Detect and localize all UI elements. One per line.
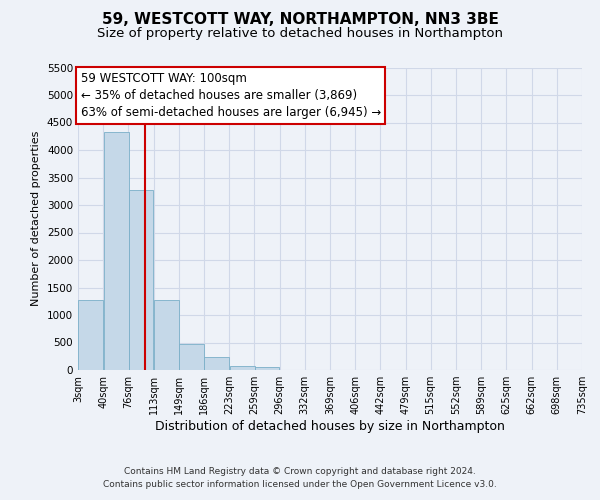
Bar [128, 190, 154, 370]
Text: Contains public sector information licensed under the Open Government Licence v3: Contains public sector information licen… [103, 480, 497, 489]
Bar [104, 132, 128, 370]
Bar [179, 344, 204, 370]
Bar [230, 366, 254, 370]
Text: 59 WESTCOTT WAY: 100sqm
← 35% of detached houses are smaller (3,869)
63% of semi: 59 WESTCOTT WAY: 100sqm ← 35% of detache… [80, 72, 381, 119]
Bar [154, 300, 179, 370]
Bar [254, 367, 280, 370]
Bar [204, 357, 229, 370]
Y-axis label: Number of detached properties: Number of detached properties [31, 131, 41, 306]
Bar [78, 300, 103, 370]
Text: 59, WESTCOTT WAY, NORTHAMPTON, NN3 3BE: 59, WESTCOTT WAY, NORTHAMPTON, NN3 3BE [101, 12, 499, 28]
Text: Contains HM Land Registry data © Crown copyright and database right 2024.: Contains HM Land Registry data © Crown c… [124, 467, 476, 476]
X-axis label: Distribution of detached houses by size in Northampton: Distribution of detached houses by size … [155, 420, 505, 433]
Text: Size of property relative to detached houses in Northampton: Size of property relative to detached ho… [97, 28, 503, 40]
